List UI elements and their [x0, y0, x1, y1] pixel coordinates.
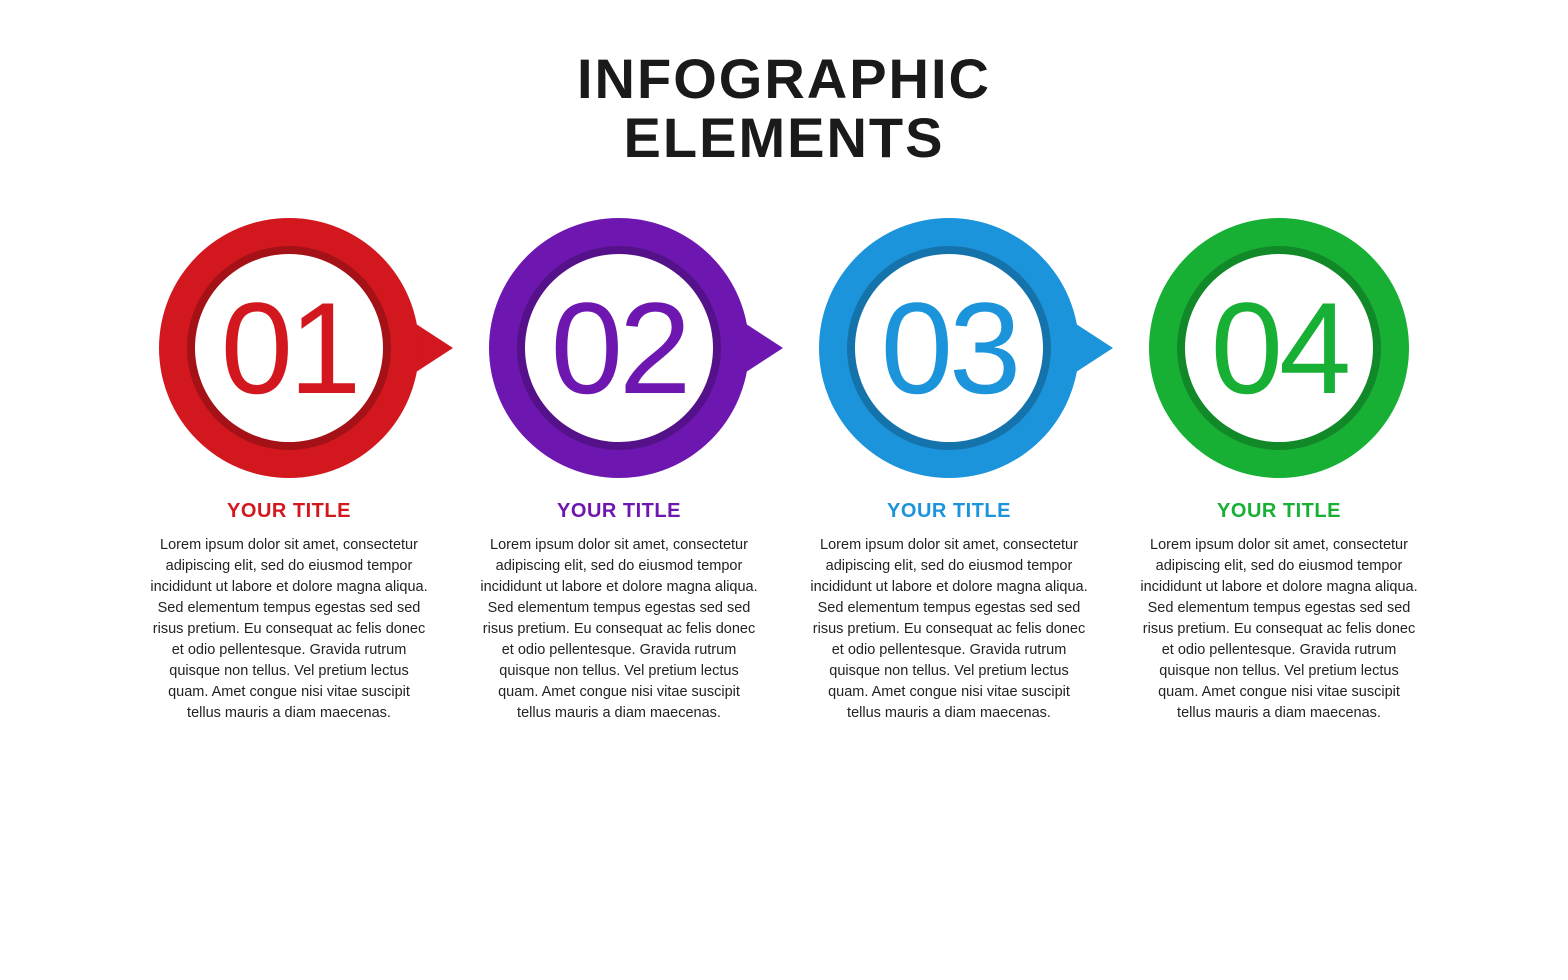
connector-arrow-icon — [413, 322, 453, 374]
step-number: 01 — [221, 273, 358, 423]
step-4: 04 YOUR TITLE Lorem ipsum dolor sit amet, … — [1134, 218, 1424, 724]
step-title: YOUR TITLE — [557, 500, 681, 523]
step-number: 02 — [551, 273, 688, 423]
step-circle: 04 — [1149, 218, 1409, 478]
connector-arrow-icon — [743, 322, 783, 374]
ring-inner: 04 — [1185, 254, 1373, 442]
step-circle: 01 — [159, 218, 419, 478]
steps-row: 01 YOUR TITLE Lorem ipsum dolor sit amet, … — [144, 218, 1424, 724]
step-circle: 03 — [819, 218, 1079, 478]
step-body: Lorem ipsum dolor sit amet, consectetur … — [1134, 535, 1424, 724]
title-line-1: INFOGRAPHIC — [577, 47, 991, 110]
connector-arrow-icon — [1073, 322, 1113, 374]
ring-inner: 02 — [525, 254, 713, 442]
step-body: Lorem ipsum dolor sit amet, consectetur … — [144, 535, 434, 724]
step-title: YOUR TITLE — [227, 500, 351, 523]
step-title: YOUR TITLE — [1217, 500, 1341, 523]
step-3: 03 YOUR TITLE Lorem ipsum dolor sit amet, … — [804, 218, 1094, 724]
ring-inner: 01 — [195, 254, 383, 442]
step-body: Lorem ipsum dolor sit amet, consectetur … — [474, 535, 764, 724]
step-body: Lorem ipsum dolor sit amet, consectetur … — [804, 535, 1094, 724]
step-circle: 02 — [489, 218, 749, 478]
title-line-2: ELEMENTS — [624, 106, 945, 169]
ring-inner: 03 — [855, 254, 1043, 442]
step-2: 02 YOUR TITLE Lorem ipsum dolor sit amet, … — [474, 218, 764, 724]
step-1: 01 YOUR TITLE Lorem ipsum dolor sit amet, … — [144, 218, 434, 724]
step-number: 03 — [881, 273, 1018, 423]
page-title: INFOGRAPHIC ELEMENTS — [577, 50, 991, 168]
step-number: 04 — [1211, 273, 1348, 423]
step-title: YOUR TITLE — [887, 500, 1011, 523]
